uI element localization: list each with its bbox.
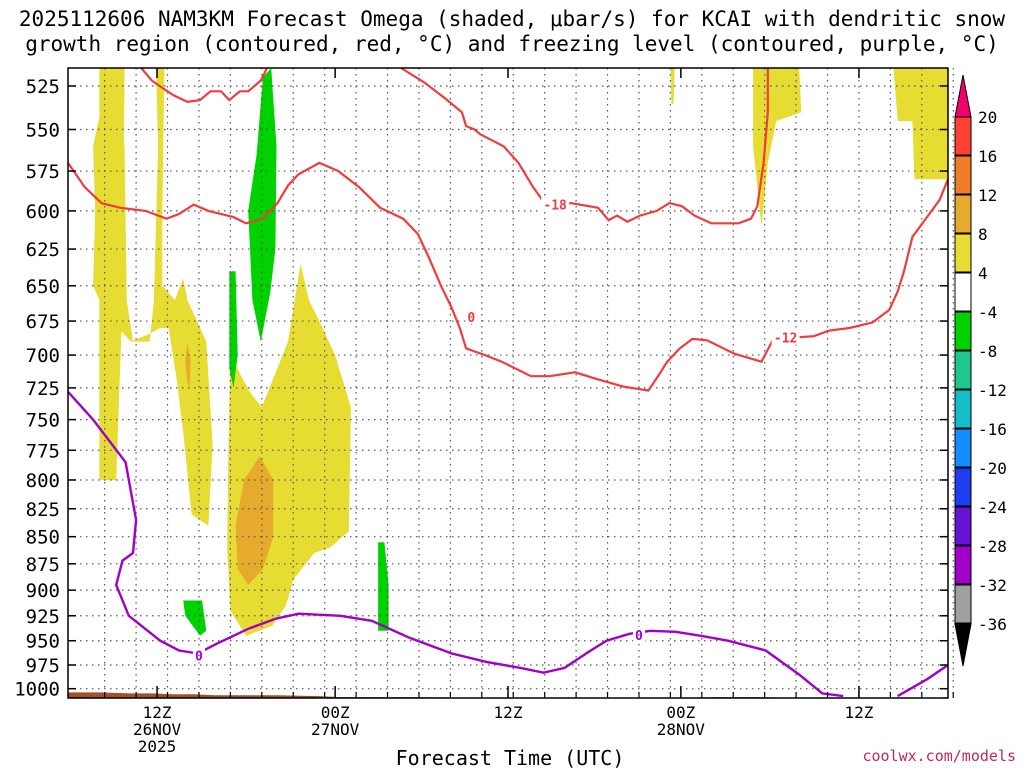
- colorbar-swatch: [954, 389, 972, 429]
- y-tick-label: 675: [26, 311, 60, 333]
- x-tick-label: 26NOV: [133, 720, 182, 739]
- omega-negative-minus-4-to-minus-8: [248, 68, 277, 342]
- omega-negative-minus-4-to-minus-8: [229, 271, 238, 388]
- freezing-level-line: [67, 390, 844, 698]
- credit-text: coolwx.com/models: [862, 747, 1016, 765]
- colorbar-label: -20: [978, 459, 1007, 478]
- freezing-level-line-right: [897, 664, 949, 698]
- y-tick-label: 525: [26, 76, 60, 98]
- omega-positive-4-to-8: [93, 68, 213, 526]
- colorbar-bottom-arrow: [954, 623, 972, 667]
- colorbar-swatch: [954, 545, 972, 585]
- colorbar-label: 16: [978, 147, 997, 166]
- y-tick-label: 975: [26, 655, 60, 677]
- colorbar-label: -12: [978, 381, 1007, 400]
- y-tick-label: 1000: [14, 679, 60, 701]
- y-tick-label: 900: [26, 580, 60, 602]
- ground-surface: [68, 692, 948, 698]
- contour-label-bg: [192, 647, 205, 663]
- chart-title-line2: growth region (contoured, red, °C) and f…: [25, 32, 999, 56]
- x-tick-label: 00Z: [321, 703, 350, 722]
- y-tick-label: 550: [26, 120, 60, 142]
- y-tick-label: 950: [26, 631, 60, 653]
- y-tick-label: 750: [26, 410, 60, 432]
- x-tick-label: 28NOV: [657, 720, 706, 739]
- y-tick-label: 825: [26, 499, 60, 521]
- colorbar-swatch: [954, 194, 972, 234]
- colorbar-swatch: [954, 311, 972, 351]
- x-tick-label: 2025: [138, 737, 177, 756]
- grid-lines: [68, 68, 954, 698]
- colorbar-top-arrow: [954, 74, 972, 118]
- plot-background: [68, 68, 948, 698]
- omega-negative-minus-4-to-minus-8: [183, 600, 207, 636]
- colorbar-swatch: [954, 428, 972, 468]
- colorbar-label: 4: [978, 264, 988, 283]
- colorbar-swatch: [954, 506, 972, 546]
- omega-shading: [93, 68, 948, 636]
- colorbar-label: -4: [978, 303, 997, 322]
- isotherm-minus18-line-b: [400, 67, 769, 225]
- colorbar-legend: 20 16 12 8 4 -4 -8 -12 -16 -20 -24 -28 -32 -36: [954, 74, 1007, 667]
- chart-title-line1: 2025112606 NAM3KM Forecast Omega (shaded…: [19, 7, 1006, 31]
- contour-label: -18: [543, 199, 567, 214]
- y-tick-label: 600: [26, 201, 60, 223]
- ground-layer: [68, 692, 948, 698]
- y-tick-label: 850: [26, 527, 60, 549]
- x-tick-label: 12Z: [844, 703, 873, 722]
- contour-label-bg: [632, 626, 645, 642]
- colorbar-swatch: [954, 233, 972, 273]
- colorbar-label: -24: [978, 498, 1007, 517]
- contour-label-bg: [771, 329, 800, 345]
- colorbar-label: -32: [978, 576, 1007, 595]
- colorbar-label: 20: [978, 108, 997, 127]
- contour-label-bg: [541, 196, 570, 212]
- y-tick-label: 700: [26, 345, 60, 367]
- colorbar-label: -16: [978, 420, 1007, 439]
- colorbar-swatch: [954, 155, 972, 195]
- x-axis-title: Forecast Time (UTC): [396, 746, 625, 768]
- omega-positive-8-to-12: [235, 456, 274, 585]
- y-tick-label: 725: [26, 378, 60, 400]
- y-tick-label: 650: [26, 276, 60, 298]
- y-tick-label: 775: [26, 440, 60, 462]
- colorbar-swatch: [954, 116, 972, 156]
- y-tick-label: 925: [26, 606, 60, 628]
- contour-labels: -18 -12 0 0 0: [192, 196, 800, 664]
- contour-label-bg: [465, 308, 478, 324]
- colorbar-label: -8: [978, 342, 997, 361]
- isotherm-minus18-line: [140, 67, 268, 104]
- omega-positive-4-to-8: [670, 68, 675, 104]
- colorbar-label: 8: [978, 225, 988, 244]
- colorbar-label: -36: [978, 615, 1007, 634]
- y-tick-label: 875: [26, 554, 60, 576]
- colorbar-swatch: [954, 272, 972, 312]
- y-tick-label: 800: [26, 470, 60, 492]
- contour-label: 0: [195, 649, 203, 664]
- contour-label: 0: [635, 629, 643, 644]
- x-tick-label: 00Z: [666, 703, 695, 722]
- x-tick-label: 12Z: [494, 703, 523, 722]
- y-tick-label: 575: [26, 161, 60, 183]
- colorbar-swatch: [954, 584, 972, 624]
- isotherm-minus12-line: [67, 161, 950, 392]
- colorbar-label: -28: [978, 537, 1007, 556]
- x-tick-label: 12Z: [143, 703, 172, 722]
- contour-label: 0: [467, 311, 475, 326]
- y-axis: 525 550 575 600 625 650 675 700 725 750 775 800 825 8…: [14, 76, 948, 701]
- colorbar-swatch: [954, 467, 972, 507]
- colorbar-label: 12: [978, 186, 997, 205]
- contour-label: -12: [774, 332, 797, 347]
- contour-lines: [67, 67, 950, 698]
- y-tick-label: 625: [26, 239, 60, 261]
- omega-positive-4-to-8: [753, 68, 802, 227]
- x-tick-label: 27NOV: [311, 720, 360, 739]
- omega-positive-8-to-12: [185, 341, 191, 388]
- colorbar-swatch: [954, 350, 972, 390]
- omega-positive-4-to-8: [893, 68, 948, 180]
